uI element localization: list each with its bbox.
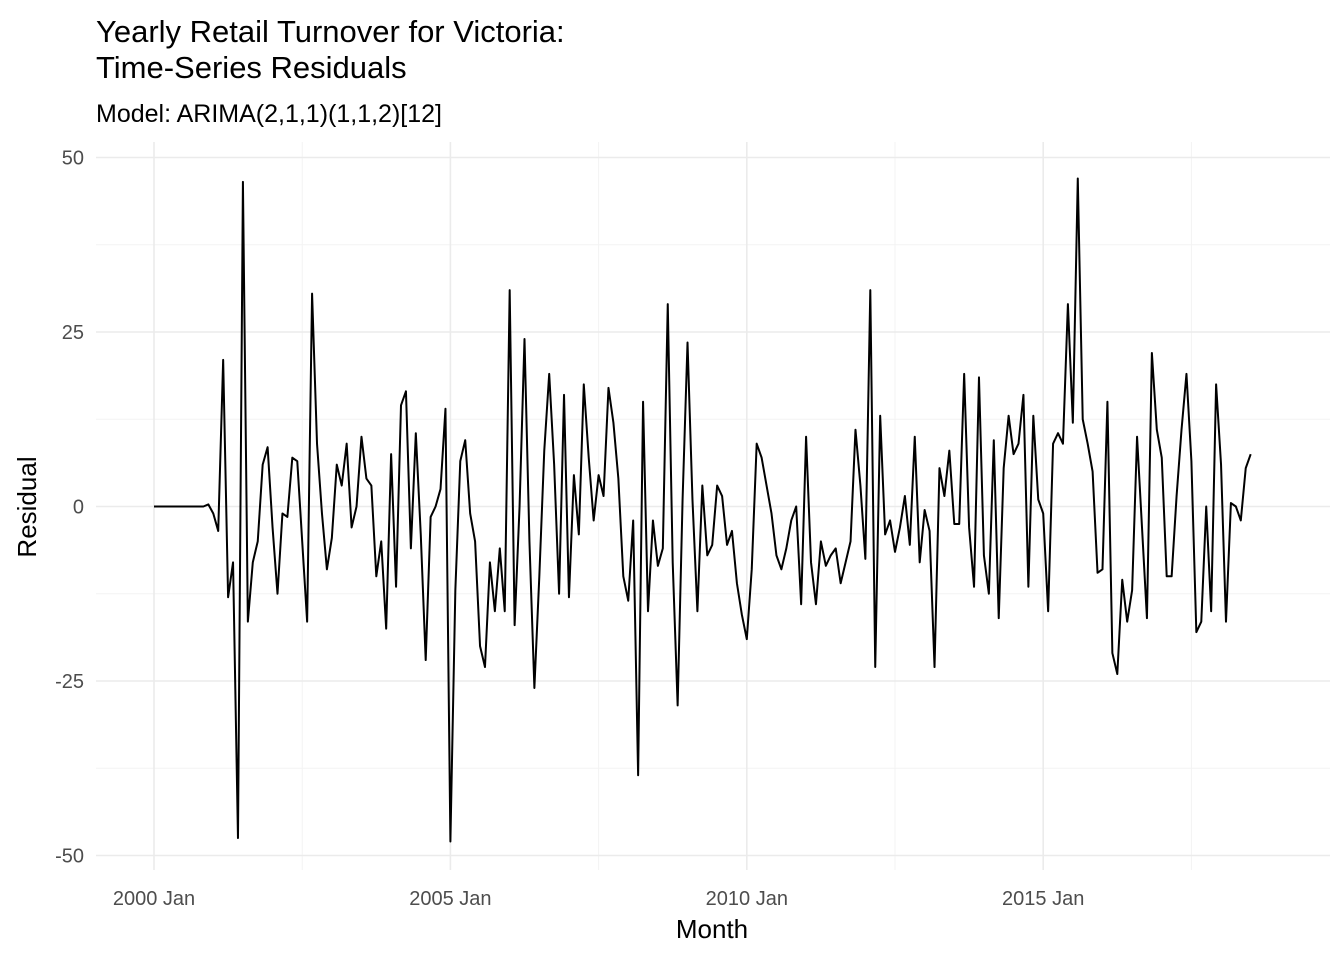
series-layer — [154, 177, 1252, 843]
y-tick-label: -25 — [55, 671, 84, 693]
x-axis-ticks: 2000 Jan 2005 Jan 2010 Jan 2015 Jan — [113, 888, 1084, 910]
y-axis-title: Residual — [12, 456, 42, 557]
y-tick-label: -50 — [55, 846, 84, 868]
chart-title-line2: Time-Series Residuals — [96, 50, 407, 85]
y-tick-label: 25 — [62, 322, 84, 344]
chart-subtitle: Model: ARIMA(2,1,1)(1,1,2)[12] — [96, 100, 442, 128]
residual-series-line — [154, 177, 1252, 843]
grid-lines — [96, 142, 1330, 870]
chart-title-line1: Yearly Retail Turnover for Victoria: — [96, 14, 565, 49]
y-axis-ticks: 50 25 0 -25 -50 — [55, 148, 84, 868]
x-tick-label: 2015 Jan — [1002, 888, 1084, 910]
y-tick-label: 50 — [62, 148, 84, 170]
x-tick-label: 2000 Jan — [113, 888, 195, 910]
x-tick-label: 2010 Jan — [706, 888, 788, 910]
x-tick-label: 2005 Jan — [409, 888, 491, 910]
x-axis-title: Month — [676, 914, 748, 944]
y-tick-label: 0 — [73, 497, 84, 519]
